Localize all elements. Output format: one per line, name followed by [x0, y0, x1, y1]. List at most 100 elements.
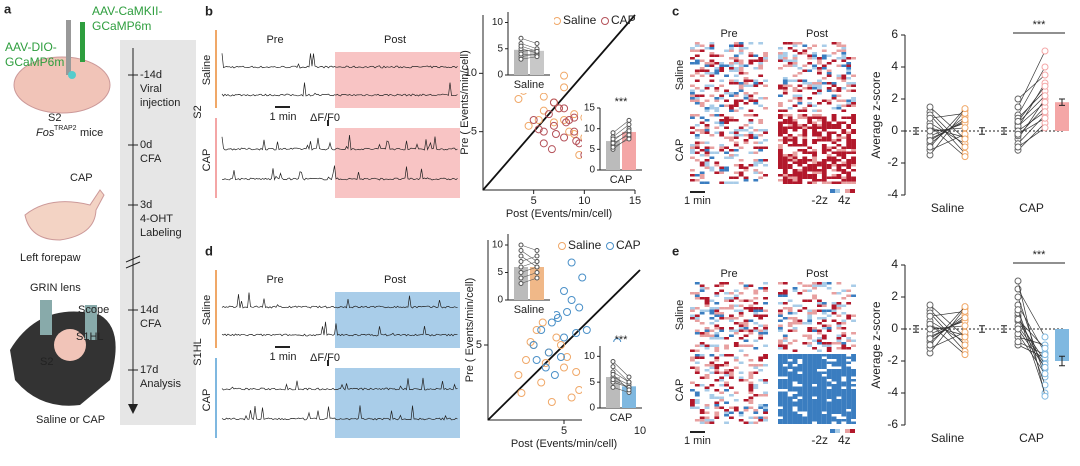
- heat-cell: [792, 414, 798, 417]
- heat-cell: [846, 389, 852, 392]
- heat-cell: [836, 354, 842, 357]
- heat-cell: [719, 414, 725, 417]
- heat-cell: [758, 72, 764, 75]
- trace: [221, 377, 458, 391]
- heat-cell: [704, 114, 710, 117]
- heat-cell: [826, 376, 832, 379]
- heat-cell: [738, 67, 744, 70]
- heat-cell: [699, 366, 705, 369]
- group-label: Saline: [201, 55, 213, 86]
- heat-cell: [724, 54, 729, 57]
- heat-cell: [787, 394, 793, 397]
- heat-cell: [724, 374, 729, 377]
- heat-cell: [758, 411, 764, 414]
- heat-cell: [792, 344, 798, 347]
- heat-cell: [719, 354, 725, 357]
- heat-cell: [807, 166, 813, 169]
- heat-cell: [763, 381, 768, 384]
- heat-cell: [782, 139, 788, 142]
- heat-cell: [841, 109, 847, 112]
- heat-cell: [821, 97, 827, 100]
- heat-cell: [851, 149, 856, 152]
- pair-point: [1041, 124, 1049, 132]
- heat-cell: [797, 169, 803, 172]
- heat-cell: [753, 99, 759, 102]
- heat-cell: [714, 74, 720, 77]
- heat-cell: [733, 409, 739, 412]
- heat-cell: [738, 99, 744, 102]
- heat-cell: [836, 74, 842, 77]
- heat-cell: [797, 164, 803, 167]
- heat-cell: [821, 119, 827, 122]
- heat-cell: [787, 121, 793, 124]
- heat-cell: [807, 47, 813, 50]
- heat-cell: [802, 416, 808, 419]
- heat-cell: [704, 384, 710, 387]
- error-bar: [979, 127, 985, 135]
- heat-cell: [738, 394, 744, 397]
- heat-cell: [821, 366, 827, 369]
- heat-cell: [738, 166, 744, 169]
- heat-cell: [836, 369, 842, 372]
- heat-cell: [787, 109, 793, 112]
- heat-cell: [826, 174, 832, 177]
- heat-cell: [719, 294, 725, 297]
- legend-marker: [601, 17, 609, 25]
- heat-cell: [851, 136, 856, 139]
- heat-cell: [729, 419, 734, 422]
- heat-cell: [738, 87, 744, 90]
- heat-cell: [817, 136, 822, 139]
- heat-cell: [778, 289, 783, 292]
- heat-cell: [719, 329, 725, 332]
- heat-cell: [699, 384, 705, 387]
- heat-cell: [846, 369, 852, 372]
- heat-cell: [709, 104, 715, 107]
- brain: [13, 56, 111, 114]
- heat-cell: [802, 47, 808, 50]
- heat-cell: [807, 356, 813, 359]
- heat-cell: [714, 317, 720, 320]
- heat-cell: [733, 97, 739, 100]
- heat-cell: [778, 136, 783, 139]
- heat-cell: [763, 349, 768, 352]
- heat-cell: [846, 57, 852, 60]
- heat-cell: [709, 87, 715, 90]
- heat-cell: [753, 361, 759, 364]
- heat-cell: [704, 116, 710, 119]
- heat-cell: [797, 339, 803, 342]
- injector: [80, 22, 85, 62]
- x-tick-label: CAP: [1019, 201, 1044, 215]
- heat-cell: [709, 126, 715, 129]
- heat-cell: [763, 109, 768, 112]
- heat-cell: [714, 361, 720, 364]
- heat-cell: [724, 164, 729, 167]
- pair-point: [534, 41, 540, 46]
- heat-cell: [753, 337, 759, 340]
- heat-cell: [758, 97, 764, 100]
- heat-cell: [792, 297, 798, 300]
- heat-cell: [714, 381, 720, 384]
- heat-cell: [748, 52, 754, 55]
- heat-cell: [778, 102, 783, 105]
- heat-cell: [733, 59, 739, 62]
- heat-cell: [694, 314, 700, 317]
- heat-cell: [699, 327, 705, 330]
- heat-cell: [763, 399, 768, 402]
- heat-cell: [787, 87, 793, 90]
- heat-cell: [719, 99, 725, 102]
- heat-cell: [690, 102, 695, 105]
- heat-cell: [704, 282, 710, 285]
- heat-cell: [743, 282, 749, 285]
- heat-cell: [836, 52, 842, 55]
- heat-cell: [738, 391, 744, 394]
- heat-cell: [738, 64, 744, 67]
- pair-point: [610, 144, 616, 150]
- heat-cell: [836, 67, 842, 70]
- heat-cell: [753, 169, 759, 172]
- heat-cell: [836, 289, 842, 292]
- heat-cell: [729, 409, 734, 412]
- heat-cell: [807, 169, 813, 172]
- heat-cell: [758, 54, 764, 57]
- heat-cell: [821, 47, 827, 50]
- heat-cell: [724, 302, 729, 305]
